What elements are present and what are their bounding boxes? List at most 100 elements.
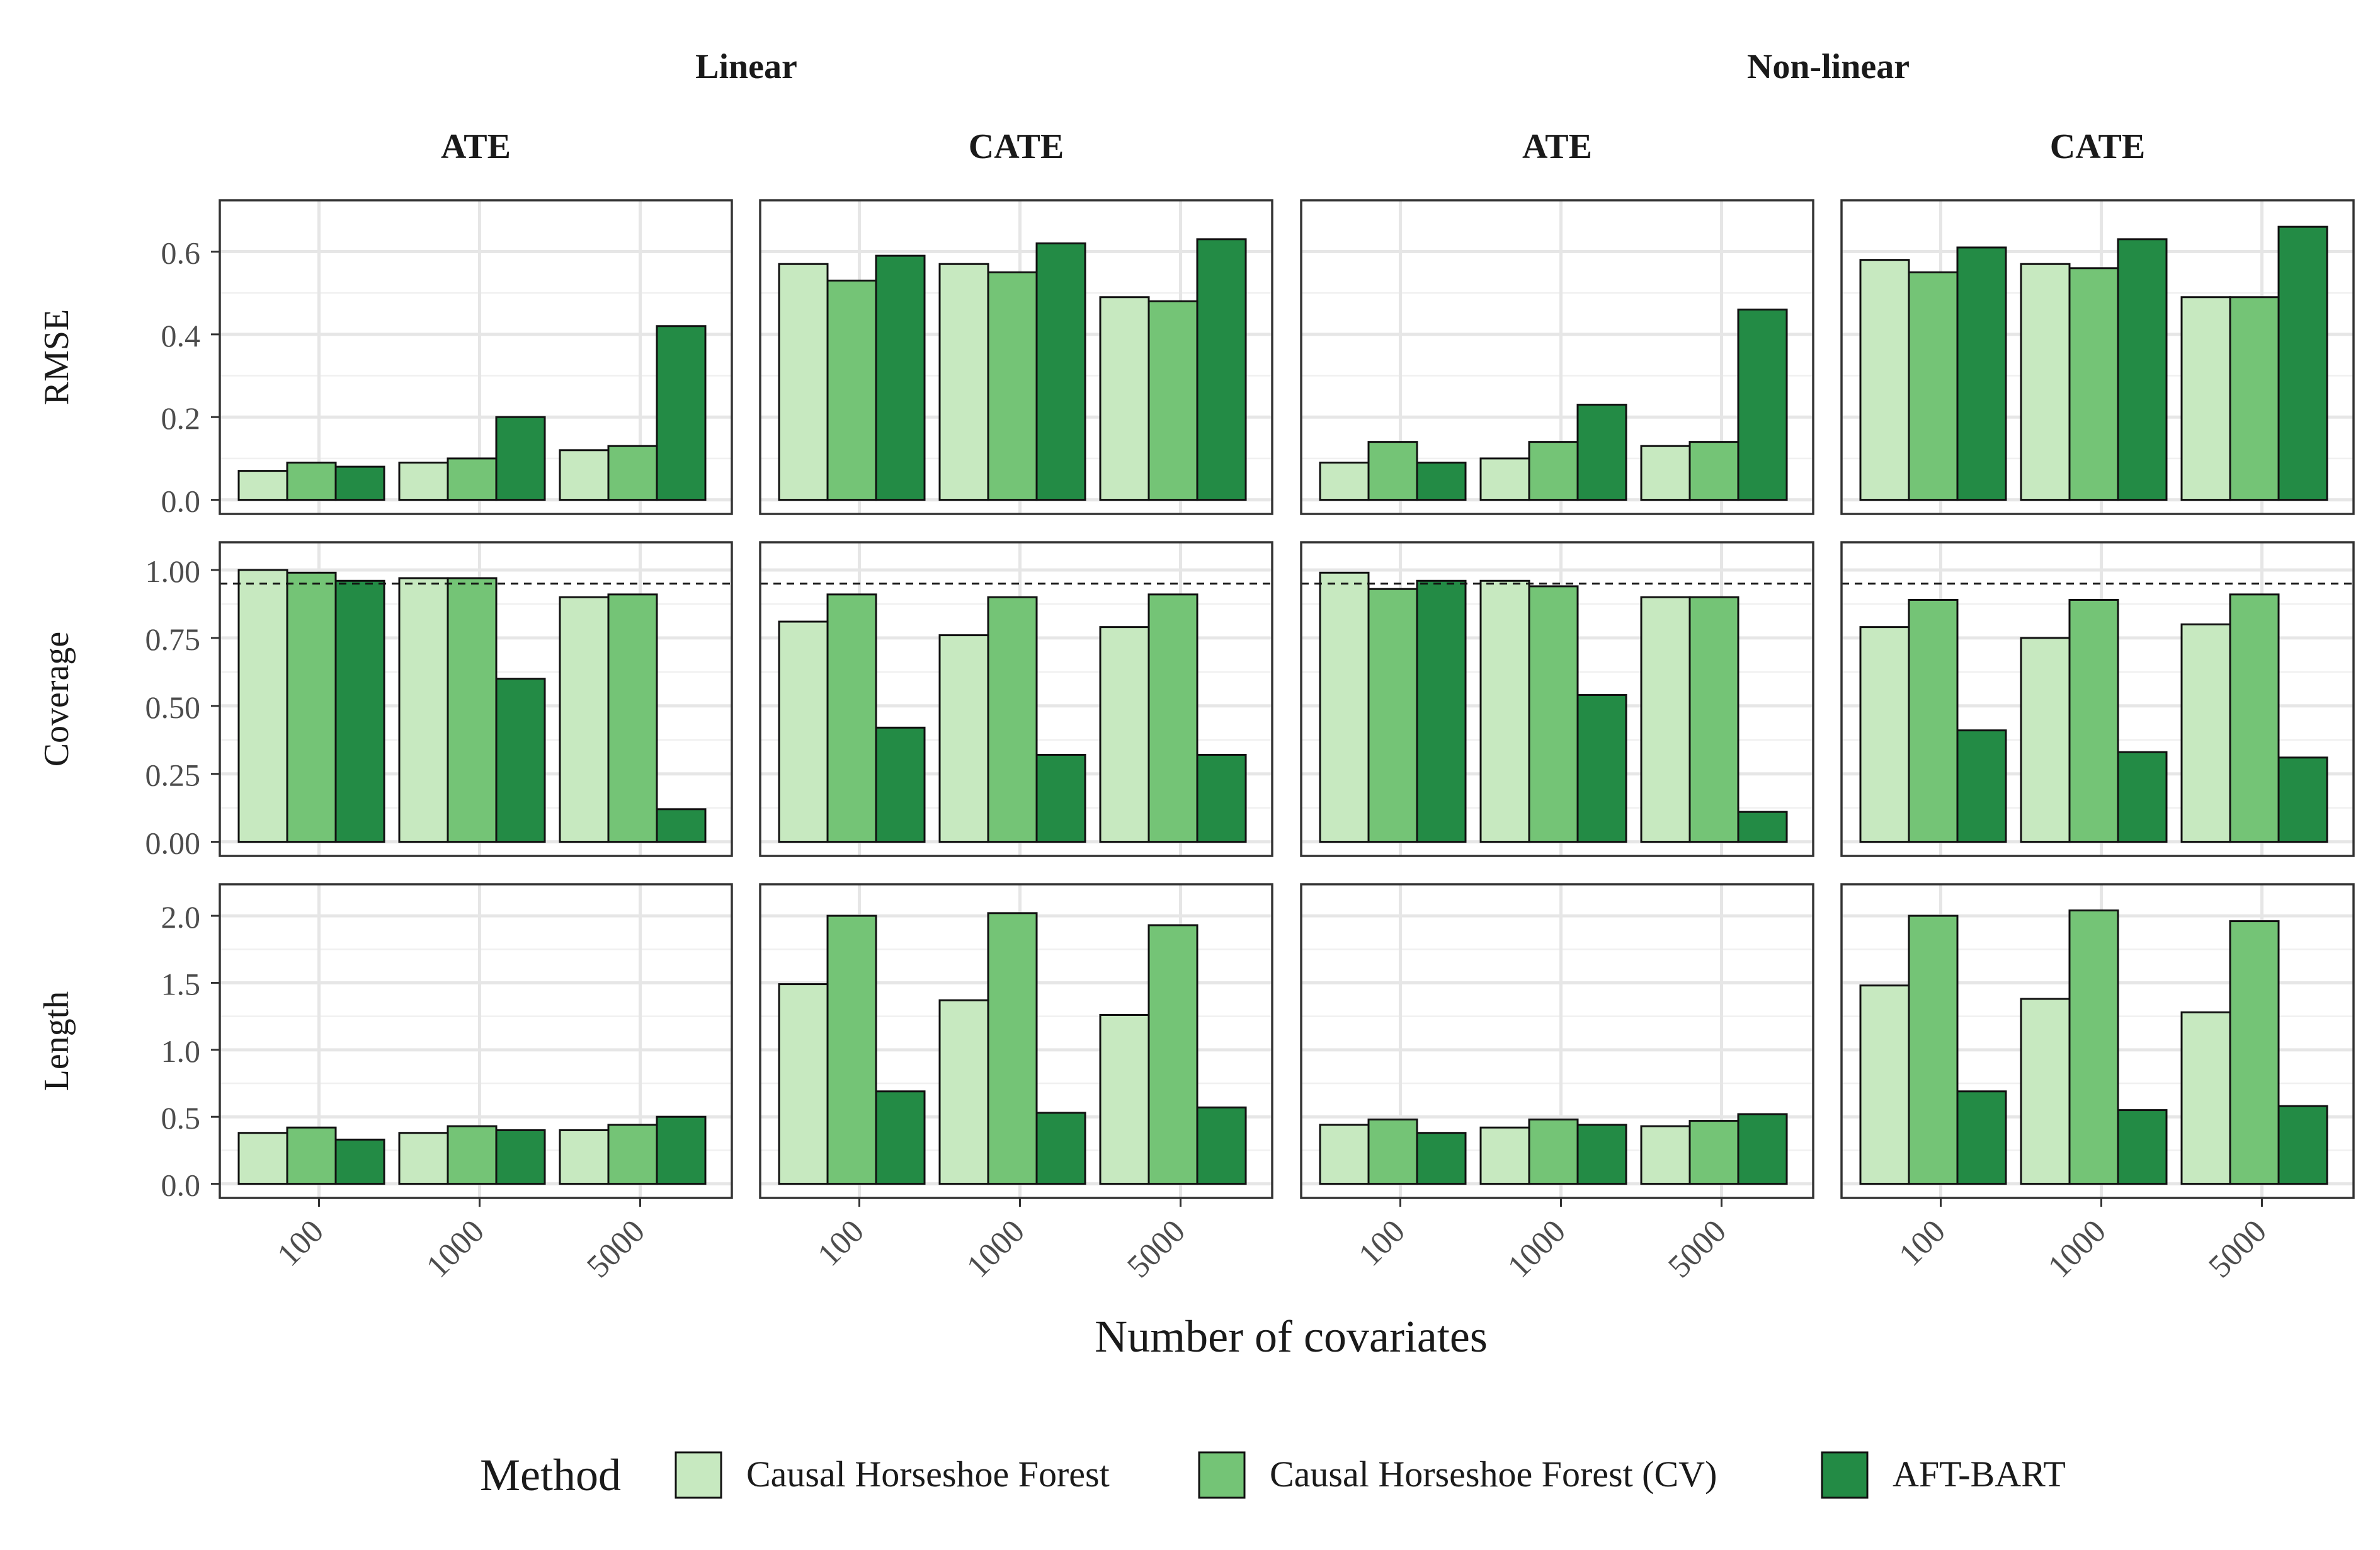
bar-coverage-p1-1000-s2 bbox=[1035, 753, 1086, 843]
x-tick-label-p2-5000: 5000 bbox=[1661, 1213, 1733, 1285]
bar-rmse-p3-100-s2 bbox=[1956, 246, 2007, 501]
bar-coverage-p2-100-s0 bbox=[1319, 571, 1370, 843]
bar-coverage-p0-5000-s0 bbox=[559, 596, 610, 843]
bar-rmse-p2-5000-s0 bbox=[1640, 445, 1691, 501]
bar-coverage-p3-100-s0 bbox=[1859, 626, 1910, 843]
panel-border bbox=[219, 541, 733, 857]
bar-length-p2-100-s2 bbox=[1416, 1132, 1467, 1185]
y-tick-label-length-1: 0.5 bbox=[161, 1100, 201, 1136]
bar-coverage-p2-1000-s0 bbox=[1479, 579, 1530, 843]
bar-coverage-p2-100-s1 bbox=[1367, 588, 1418, 843]
bar-coverage-p0-100-s2 bbox=[334, 579, 385, 843]
bar-length-p1-100-s0 bbox=[778, 983, 829, 1185]
bar-length-p2-1000-s2 bbox=[1576, 1124, 1627, 1185]
panel-border bbox=[1300, 199, 1814, 515]
facet-col-label-3: CATE bbox=[2050, 127, 2145, 166]
bar-rmse-p0-1000-s1 bbox=[447, 457, 498, 501]
bar-length-p2-1000-s1 bbox=[1528, 1118, 1579, 1185]
y-tick-label-rmse-0: 0.0 bbox=[161, 484, 201, 519]
bar-rmse-p1-5000-s0 bbox=[1099, 296, 1150, 501]
y-tick-label-rmse-2: 0.4 bbox=[161, 318, 201, 353]
bar-rmse-p2-1000-s0 bbox=[1479, 457, 1530, 501]
facet-group-label-linear: Linear bbox=[695, 47, 797, 86]
bar-rmse-p3-1000-s0 bbox=[2020, 263, 2071, 501]
panel-border bbox=[759, 883, 1273, 1199]
x-tick-label-p1-100: 100 bbox=[811, 1213, 871, 1273]
x-tick-label-p1-1000: 1000 bbox=[960, 1213, 1032, 1285]
bar-rmse-p1-100-s2 bbox=[875, 254, 926, 501]
y-tick-label-length-3: 1.5 bbox=[161, 966, 201, 1001]
panel-border bbox=[1300, 541, 1814, 857]
bar-rmse-p0-5000-s1 bbox=[607, 445, 658, 501]
bar-rmse-p0-5000-s0 bbox=[559, 449, 610, 501]
bar-rmse-p1-1000-s0 bbox=[938, 263, 989, 501]
bar-rmse-p0-100-s0 bbox=[237, 470, 288, 501]
y-tick-label-coverage-3: 0.75 bbox=[145, 622, 201, 657]
bar-coverage-p2-1000-s2 bbox=[1576, 694, 1627, 843]
bar-coverage-p3-5000-s1 bbox=[2229, 593, 2280, 843]
y-tick-label-coverage-0: 0.00 bbox=[145, 826, 201, 861]
x-tick-label-p3-5000: 5000 bbox=[2202, 1213, 2274, 1285]
bar-coverage-p2-1000-s1 bbox=[1528, 585, 1579, 843]
bar-length-p2-5000-s0 bbox=[1640, 1125, 1691, 1185]
bar-rmse-p2-1000-s2 bbox=[1576, 404, 1627, 501]
bar-rmse-p3-1000-s2 bbox=[2117, 238, 2168, 501]
bar-length-p0-1000-s1 bbox=[447, 1125, 498, 1185]
bar-rmse-p1-100-s0 bbox=[778, 263, 829, 501]
bar-coverage-p2-100-s2 bbox=[1416, 579, 1467, 843]
bar-length-p3-5000-s1 bbox=[2229, 920, 2280, 1185]
bar-length-p0-5000-s2 bbox=[656, 1115, 707, 1185]
bar-coverage-p3-1000-s0 bbox=[2020, 637, 2071, 843]
bar-length-p0-100-s1 bbox=[286, 1126, 337, 1185]
bar-rmse-p1-5000-s2 bbox=[1196, 238, 1247, 501]
bar-length-p0-5000-s1 bbox=[607, 1124, 658, 1185]
legend-key-0 bbox=[675, 1451, 722, 1499]
facet-col-label-2: ATE bbox=[1522, 127, 1592, 166]
bar-rmse-p3-100-s0 bbox=[1859, 259, 1910, 501]
bar-coverage-p1-1000-s0 bbox=[938, 634, 989, 843]
panel-border bbox=[1840, 541, 2355, 857]
bar-coverage-p0-1000-s0 bbox=[398, 577, 449, 843]
panel-border bbox=[1840, 199, 2355, 515]
bar-rmse-p1-1000-s1 bbox=[987, 271, 1038, 501]
bar-coverage-p1-100-s1 bbox=[826, 593, 877, 843]
bar-coverage-p0-5000-s1 bbox=[607, 593, 658, 843]
bar-rmse-p1-100-s1 bbox=[826, 279, 877, 501]
bar-coverage-p0-100-s1 bbox=[286, 571, 337, 843]
bar-coverage-p1-100-s2 bbox=[875, 726, 926, 843]
bar-length-p1-5000-s0 bbox=[1099, 1014, 1150, 1185]
bar-length-p1-1000-s2 bbox=[1035, 1112, 1086, 1185]
bar-coverage-p2-5000-s1 bbox=[1688, 596, 1739, 843]
bar-coverage-p3-1000-s2 bbox=[2117, 751, 2168, 843]
x-tick-label-p0-5000: 5000 bbox=[580, 1213, 652, 1285]
bar-length-p1-100-s2 bbox=[875, 1090, 926, 1185]
bar-rmse-p2-100-s0 bbox=[1319, 461, 1370, 501]
y-tick-label-rmse-1: 0.2 bbox=[161, 401, 201, 436]
bar-length-p0-100-s0 bbox=[237, 1132, 288, 1185]
bar-rmse-p2-1000-s1 bbox=[1528, 441, 1579, 501]
y-tick-label-length-4: 2.0 bbox=[161, 899, 201, 935]
bar-rmse-p0-100-s1 bbox=[286, 461, 337, 501]
bar-coverage-p3-5000-s0 bbox=[2180, 623, 2231, 843]
bar-coverage-p1-5000-s2 bbox=[1196, 753, 1247, 843]
bar-rmse-p2-5000-s2 bbox=[1737, 308, 1788, 501]
bar-coverage-p3-100-s1 bbox=[1908, 598, 1959, 843]
bar-length-p0-100-s2 bbox=[334, 1138, 385, 1185]
bar-length-p2-100-s0 bbox=[1319, 1124, 1370, 1185]
bar-length-p2-1000-s0 bbox=[1479, 1126, 1530, 1185]
bar-length-p3-1000-s2 bbox=[2117, 1109, 2168, 1185]
panel-border bbox=[1840, 883, 2355, 1199]
y-tick-label-rmse-3: 0.6 bbox=[161, 236, 201, 271]
y-tick-label-length-0: 0.0 bbox=[161, 1168, 201, 1203]
legend-label-2: AFT-BART bbox=[1893, 1454, 2066, 1495]
bar-length-p3-100-s1 bbox=[1908, 915, 1959, 1185]
bar-coverage-p1-1000-s1 bbox=[987, 596, 1038, 843]
bar-rmse-p2-100-s2 bbox=[1416, 461, 1467, 501]
panel-border bbox=[759, 199, 1273, 515]
y-tick-label-coverage-4: 1.00 bbox=[145, 554, 201, 589]
bar-rmse-p3-1000-s1 bbox=[2068, 267, 2119, 501]
bar-coverage-p0-5000-s2 bbox=[656, 808, 707, 843]
x-tick-label-p0-100: 100 bbox=[271, 1213, 331, 1273]
